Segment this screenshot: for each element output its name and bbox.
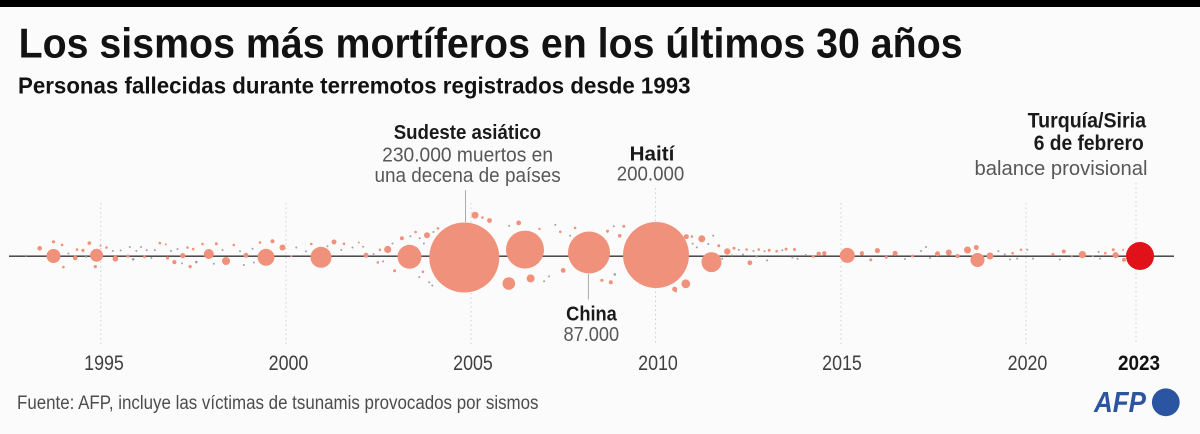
svg-text:200.000: 200.000: [617, 164, 684, 186]
svg-text:China: China: [566, 303, 617, 325]
svg-text:AFP: AFP: [1093, 387, 1146, 419]
svg-text:2020: 2020: [1008, 352, 1048, 375]
svg-text:2010: 2010: [638, 352, 678, 375]
svg-text:2000: 2000: [269, 352, 309, 375]
svg-text:2023: 2023: [1118, 352, 1160, 375]
svg-text:230.000 muertos en: 230.000 muertos en: [382, 145, 553, 167]
svg-text:1995: 1995: [84, 352, 124, 375]
svg-text:Personas fallecidas durante te: Personas fallecidas durante terremotos r…: [18, 73, 691, 99]
svg-text:6 de febrero: 6 de febrero: [1034, 132, 1144, 155]
svg-text:una decena de países: una decena de países: [374, 165, 560, 187]
svg-text:Los sismos más mortíferos en l: Los sismos más mortíferos en los últimos…: [19, 19, 963, 66]
svg-text:Haití: Haití: [630, 144, 676, 166]
svg-text:Turquía/Siria: Turquía/Siria: [1028, 109, 1147, 132]
svg-text:87.000: 87.000: [564, 324, 620, 346]
svg-text:Fuente: AFP, incluye las vícti: Fuente: AFP, incluye las víctimas de tsu…: [17, 393, 539, 414]
svg-text:2005: 2005: [453, 352, 493, 375]
svg-text:2015: 2015: [822, 352, 862, 375]
svg-text:balance provisional: balance provisional: [975, 158, 1148, 180]
svg-text:Sudeste asiático: Sudeste asiático: [394, 122, 541, 144]
